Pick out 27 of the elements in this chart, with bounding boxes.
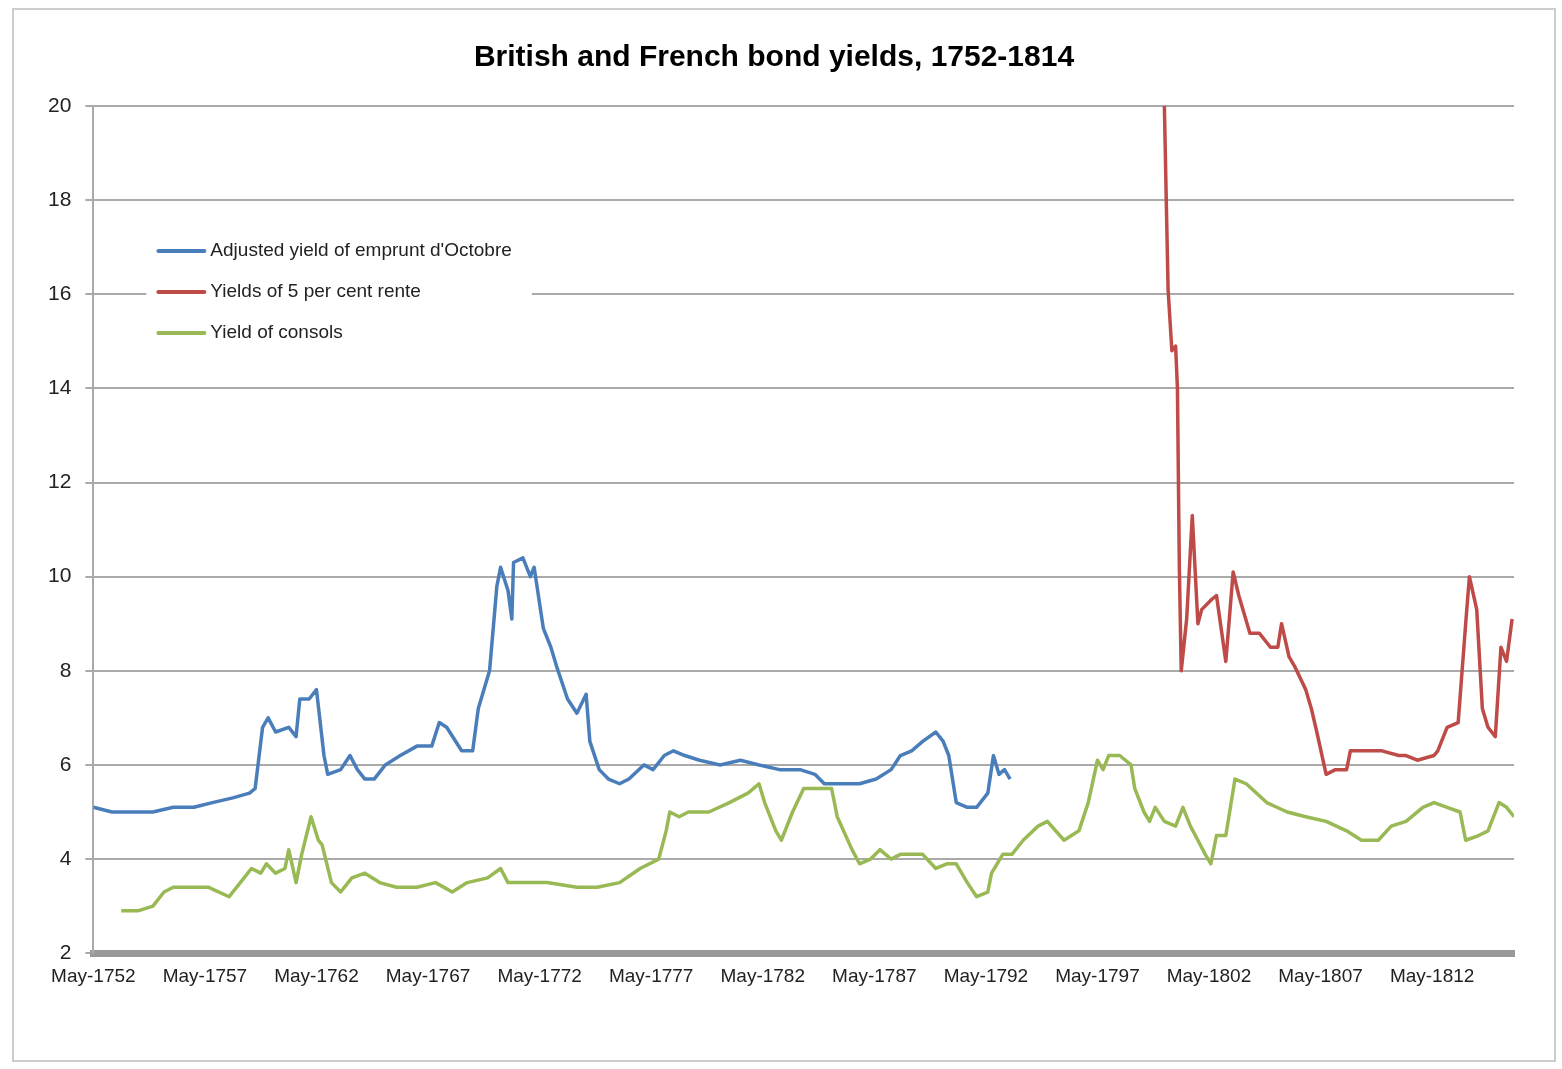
- x-tick-label: May-1752: [51, 964, 136, 986]
- y-tick-label: 10: [48, 563, 72, 587]
- legend-label: Yield of consols: [210, 321, 343, 343]
- x-tick-label: May-1807: [1278, 964, 1363, 986]
- x-tick-label: May-1762: [274, 964, 359, 986]
- y-tick-label: 20: [48, 92, 72, 116]
- x-tick-label: May-1797: [1055, 964, 1140, 986]
- x-tick-label: May-1782: [720, 964, 805, 986]
- x-tick-label: May-1757: [162, 964, 248, 986]
- y-tick-label: 2: [59, 940, 72, 963]
- y-tick-label: 8: [59, 657, 72, 681]
- x-tick-label: May-1777: [608, 964, 694, 986]
- legend-label: Adjusted yield of emprunt d'Octobre: [210, 239, 512, 261]
- y-tick-label: 4: [59, 845, 72, 869]
- y-tick-label: 6: [59, 751, 72, 775]
- legend-label: Yields of 5 per cent rente: [210, 280, 421, 302]
- x-tick-label: May-1767: [385, 964, 471, 986]
- y-tick-label: 18: [48, 186, 72, 210]
- y-tick-label: 16: [48, 281, 72, 305]
- x-tick-label: May-1802: [1166, 964, 1252, 986]
- x-tick-label: May-1812: [1389, 964, 1475, 986]
- y-tick-label: 14: [48, 375, 72, 399]
- x-tick-label: May-1792: [943, 964, 1029, 986]
- x-tick-label: May-1787: [832, 964, 917, 986]
- chart-title: British and French bond yields, 1752-1814: [473, 39, 1075, 73]
- x-tick-label: May-1772: [497, 964, 582, 986]
- y-tick-label: 12: [48, 469, 72, 493]
